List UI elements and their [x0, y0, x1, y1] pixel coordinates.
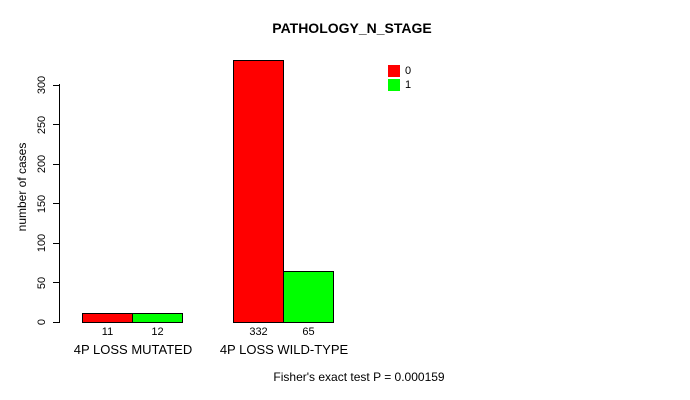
y-tick-label: 150: [36, 194, 48, 213]
legend-label: 0: [405, 65, 412, 77]
category-label: 4P LOSS MUTATED: [73, 342, 193, 357]
bar-series-1-group-1: [283, 270, 334, 323]
bar-series-0-group-1: [233, 59, 284, 323]
y-tick-mark: [53, 124, 60, 125]
legend-row: 0: [388, 65, 411, 77]
y-tick-mark: [53, 242, 60, 244]
y-tick-mark: [53, 282, 60, 283]
legend-swatch-icon: [388, 65, 400, 77]
y-tick-label: 50: [36, 276, 48, 289]
y-tick-label: 0: [36, 318, 48, 326]
category-label: 4P LOSS WILD-TYPE: [219, 342, 349, 357]
legend-swatch-icon: [388, 79, 400, 91]
y-tick-label: 200: [36, 154, 48, 174]
bar-value-label: 11: [101, 326, 114, 338]
y-tick-mark: [53, 203, 60, 204]
y-tick-mark: [53, 84, 60, 86]
legend-row: 1: [388, 79, 411, 91]
annotation-text: Fisher's exact test P = 0.000159: [273, 370, 445, 384]
bar-value-label: 65: [302, 326, 315, 338]
y-tick-mark: [53, 163, 60, 165]
y-tick-mark: [53, 321, 60, 323]
y-tick-label: 250: [36, 115, 48, 134]
bar-value-label: 332: [249, 326, 268, 338]
y-axis-label: number of cases: [15, 142, 29, 232]
y-tick-label: 300: [36, 75, 48, 95]
y-tick-label: 100: [36, 233, 48, 253]
chart-title: PATHOLOGY_N_STAGE: [272, 20, 432, 36]
bar-value-label: 12: [151, 326, 164, 338]
bar-series-1-group-0: [132, 312, 183, 323]
bar-series-0-group-0: [82, 313, 133, 323]
legend-label: 1: [405, 79, 412, 91]
